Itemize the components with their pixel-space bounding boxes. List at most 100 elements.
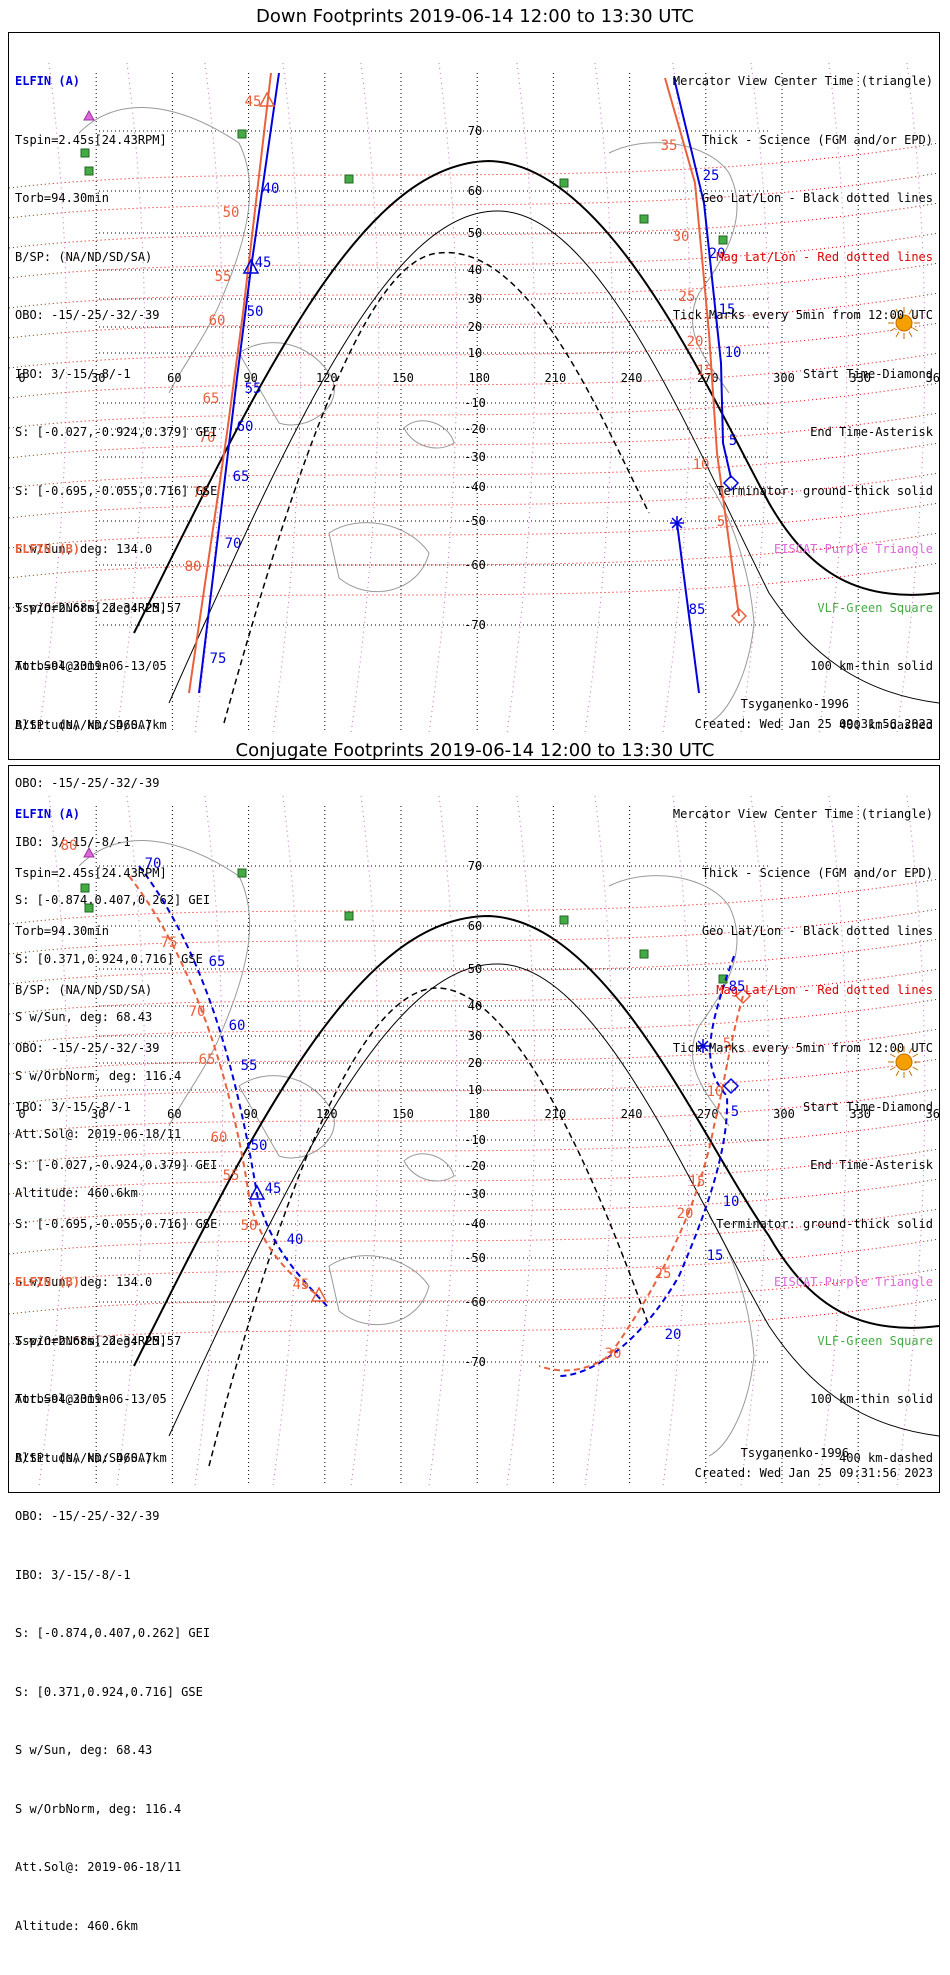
lat-tick-label: 30 [468,1029,482,1043]
elfin-b-tick-label: 30 [673,229,690,245]
elfin-a-tick-label: 25 [703,168,720,184]
elfin-a-track [558,955,735,1377]
elfin-b-line: OBO: -15/-25/-32/-39 [15,1509,160,1523]
lon-tick-label: 60 [167,371,181,385]
vlf-station-marker [237,868,247,878]
lon-tick-label: 360 [926,1107,939,1121]
lon-tick-label: 90 [243,1107,257,1121]
elfin-a-line: S: [-0.695,-0.055,0.716] GSE [15,1216,218,1231]
elfin-a-tick-label: 60 [229,1018,246,1034]
vlf-station-marker [639,949,649,959]
lat-tick-label: 40 [468,999,482,1013]
lat-tick-label: 70 [468,859,482,873]
terminator-400km [223,252,650,724]
elfin-b-tick-label: 70 [199,430,216,446]
coastline [403,1153,455,1182]
coastline [608,142,738,394]
lat-tick-label: -70 [464,1355,486,1369]
elfin-a-line: S: [-0.027,-0.924,0.379] GEI [15,425,218,439]
lon-tick-label: 360 [926,371,939,385]
model-label: Tsyganenko-1996 [740,697,849,711]
legend-entry: Terminator: ground-thick solid [716,1216,933,1231]
mag-lon-gridline [38,62,68,734]
legend-entry: Mercator View Center Time (triangle) [672,74,933,88]
sun-ray [908,308,913,315]
lat-tick-label: -20 [464,422,486,436]
mag-lon-gridline [428,795,458,1487]
elfin-a-line: Att.Sol@2019-06-13/05 [15,1392,167,1406]
legend-entry: Mag Lat/Lon - Red dotted lines [716,249,933,264]
created-label: Created: Wed Jan 25 09:31:56 2023 [694,1466,933,1480]
elfin-a-line: OBO: -15/-25/-32/-39 [15,308,160,322]
elfin-b-line: Tspin=2.68s[22.34RPM] [15,600,167,615]
elfin-b-tick-label: 20 [677,1206,694,1222]
lon-tick-label: 0 [18,1107,25,1121]
start-time-diamond [734,987,752,1005]
elfin-b-tick-label: 80 [61,838,78,854]
elfin-b-tick-label: 5 [717,514,725,530]
legend-entry: Geo Lat/Lon - Black dotted lines [701,924,933,938]
terminator-400km [208,987,650,1467]
lat-tick-label: 40 [468,263,482,277]
elfin-a-info: ELFIN (A) Tspin=2.45s[24.43RPM] Torb=94.… [15,766,217,1507]
legend-entry: Tick Marks every 5min from 12:00 UTC [672,308,933,322]
mag-lon-gridline [194,62,224,734]
elfin-a-tick-label: 85 [729,979,746,995]
sun-ray [912,314,919,319]
created-label: Created: Wed Jan 25 09:31:56 2023 [694,717,933,731]
coastline [78,840,251,1127]
elfin-a-tick-label: 10 [723,1194,740,1210]
vlf-station-marker [80,883,90,893]
elfin-b-line: Torb=94.33min [15,1392,109,1406]
elfin-b-tick-label: 50 [241,1218,258,1234]
elfin-b-line: IBO: 3/-15/-8/-1 [15,1567,131,1582]
mag-lon-gridline [584,62,614,734]
elfin-a-tick-label: 5 [729,433,737,449]
end-time-asterisk [671,517,683,529]
legend-entry: Start Time-Diamond [802,366,933,381]
elfin-a-track [676,522,700,694]
legend-entry: Thick - Science (FGM and/or EPD) [701,865,933,880]
mag-lon-gridline [818,62,848,734]
legend-entry: Geo Lat/Lon - Black dotted lines [701,191,933,205]
coastline [238,342,335,426]
elfin-b-tick-label: 20 [687,334,704,350]
elfin-b-tick-label: 30 [605,1346,622,1362]
elfin-b-tick-label: 25 [679,289,696,305]
coastline [78,107,251,394]
lon-tick-label: 300 [773,1107,795,1121]
vlf-station-marker [84,166,94,176]
elfin-b-line: IBO: 3/-15/-8/-1 [15,834,131,849]
elfin-b-line: OBO: -15/-25/-32/-39 [15,776,160,790]
lat-tick-label: 50 [468,226,482,240]
lat-tick-label: -20 [464,1159,486,1173]
lat-tick-label: 60 [468,919,482,933]
lon-tick-label: 240 [621,1107,643,1121]
view-center-triangle [248,1184,266,1200]
lat-tick-label: -30 [464,450,486,464]
elfin-b-tick-label: 5 [723,1036,731,1052]
elfin-a-line: IBO: 3/-15/-8/-1 [15,1099,131,1114]
mag-lon-gridline [506,62,536,734]
elfin-b-info: ELFIN (B) Tspin=2.68s[22.34RPM] Torb=94.… [15,1234,210,1975]
elfin-a-track [198,72,280,694]
elfin-b-tick-label: 45 [245,94,262,110]
elfin-a-line: Att.Sol@2019-06-13/05 [15,659,167,673]
elfin-b-line: S w/Sun, deg: 68.43 [15,1743,153,1757]
elfin-b-line: Altitude: 460.6km [15,1918,138,1933]
view-center-triangle [242,258,260,274]
lat-tick-label: 20 [468,320,482,334]
sun-ray [895,331,900,338]
elfin-a-tick-label: 65 [233,469,250,485]
elfin-b-info: ELFIN (B) Tspin=2.68s[22.34RPM] Torb=94.… [15,501,210,1242]
elfin-a-tick-label: 15 [707,1248,724,1264]
elfin-a-line: IBO: 3/-15/-8/-1 [15,366,131,381]
elfin-a-tick-label: 50 [247,304,264,320]
elfin-a-line: Tspin=2.45s[24.43RPM] [15,132,167,147]
elfin-b-line: Att.Sol@: 2019-06-18/11 [15,1127,182,1141]
lon-tick-label: 30 [91,1107,105,1121]
legend-entry: 400 km-dashed [839,717,933,732]
elfin-a-tick-label: 20 [709,246,726,262]
elfin-a-line: Altitude, km: 460.7km [15,717,167,732]
elfin-a-tick-label: 65 [209,954,226,970]
